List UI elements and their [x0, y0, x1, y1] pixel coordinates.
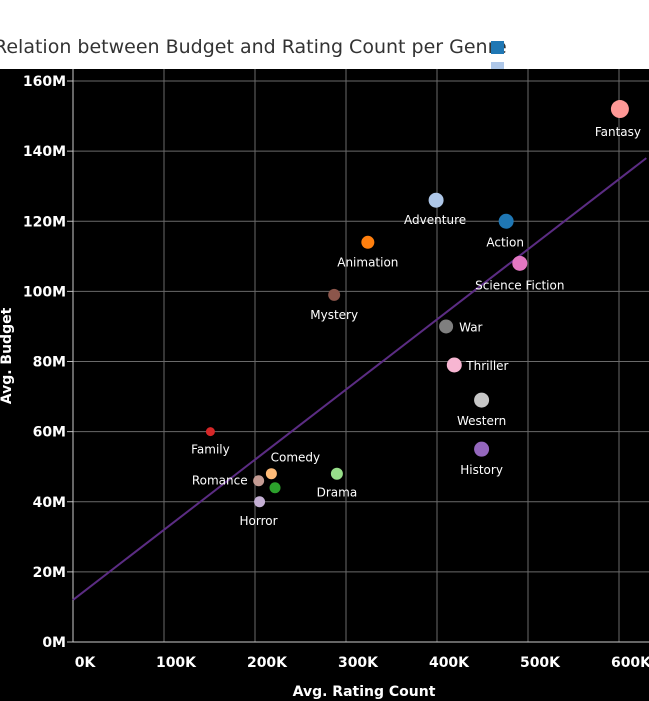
x-tick-label: 500K [520, 655, 561, 671]
x-tick-label: 300K [338, 655, 379, 671]
label-romance: Romance [192, 474, 248, 488]
point-science-fiction[interactable] [512, 255, 528, 271]
y-tick-label: 160M [23, 74, 66, 90]
y-tick-label: 80M [33, 355, 66, 371]
label-war: War [459, 320, 482, 334]
point-adventure[interactable] [428, 192, 444, 208]
y-tick-label: 60M [33, 425, 66, 441]
point-romance[interactable] [253, 475, 265, 487]
label-horror: Horror [240, 514, 278, 528]
x-tick-label: 400K [429, 655, 470, 671]
point-mystery[interactable] [328, 288, 341, 301]
point-thriller[interactable] [446, 357, 462, 373]
label-history: History [460, 463, 503, 477]
trend-line-group [72, 157, 647, 601]
label-adventure: Adventure [404, 213, 466, 227]
label-animation: Animation [337, 255, 398, 269]
point-drama[interactable] [330, 467, 343, 480]
trend-line [72, 157, 647, 601]
point-family[interactable] [205, 427, 215, 437]
y-tick-label: 100M [23, 284, 66, 300]
label-comedy: Comedy [271, 451, 321, 465]
point-action[interactable] [498, 213, 514, 229]
y-tick-label: 40M [33, 495, 66, 511]
point-comedy[interactable] [265, 468, 277, 480]
data-points [205, 100, 629, 508]
point-labels: Fantasy Adventure Action Animation Science F… [191, 125, 641, 528]
label-family: Family [191, 443, 230, 457]
label-action: Action [486, 235, 524, 249]
x-tick-label: 200K [247, 655, 288, 671]
point-history[interactable] [474, 441, 490, 457]
y-tick-label: 0M [42, 635, 66, 651]
x-axis-title: Avg. Rating Count [293, 684, 436, 700]
y-tick-label: 20M [33, 565, 66, 581]
x-tick-label: 600K [611, 655, 649, 671]
label-fantasy: Fantasy [595, 125, 641, 139]
label-thriller: Thriller [465, 359, 508, 373]
point-animation[interactable] [361, 235, 375, 249]
y-axis-title: Avg. Budget [0, 307, 15, 404]
y-tick-label: 120M [23, 214, 66, 230]
point-horror[interactable] [254, 496, 266, 508]
x-tick-label: 0K [75, 655, 97, 671]
point-war[interactable] [439, 319, 454, 334]
axes: 0K 100K 200K 300K 400K 500K 600K 0M 20M 40M 60M 80M… [23, 69, 649, 671]
chart-title: Relation between Budget and Rating Count… [0, 36, 507, 58]
label-western: Western [457, 414, 506, 428]
chart-background [0, 69, 649, 701]
point-genre-unlabeled[interactable] [269, 482, 281, 494]
x-tick-label: 100K [156, 655, 197, 671]
point-western[interactable] [474, 392, 490, 408]
legend-swatch-1[interactable] [491, 41, 504, 54]
label-science-fiction: Science Fiction [475, 278, 564, 292]
y-tick-label: 140M [23, 144, 66, 160]
point-fantasy[interactable] [610, 100, 629, 119]
label-drama: Drama [317, 486, 358, 500]
label-mystery: Mystery [310, 308, 358, 322]
grid [73, 69, 649, 642]
legend-swatch-2[interactable] [491, 62, 504, 69]
